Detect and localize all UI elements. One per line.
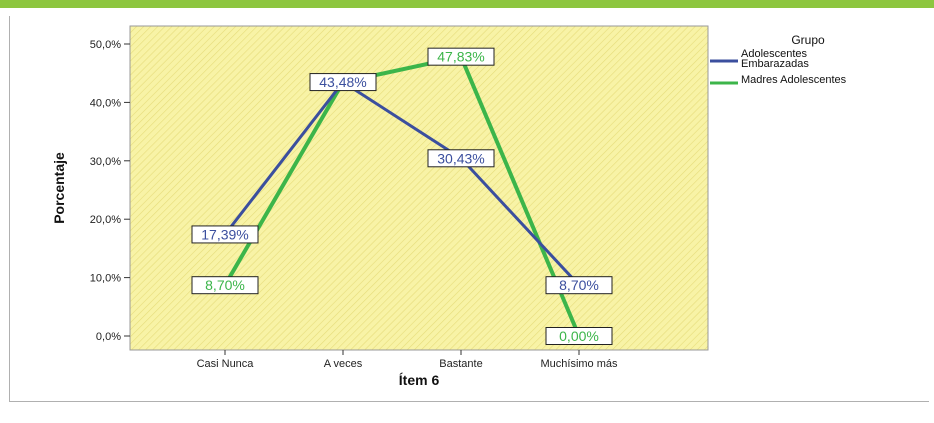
legend: Grupo Adolescentes Embarazadas Madres Adol… <box>710 33 847 86</box>
series-line <box>223 54 581 337</box>
y-tick-label: 50,0% <box>90 39 121 51</box>
data-label: 0,00% <box>545 327 613 345</box>
data-label-text: 30,43% <box>437 150 484 166</box>
data-label-text: 0,00% <box>559 328 599 344</box>
figure-frame <box>9 16 929 402</box>
x-tick-label: A veces <box>324 358 363 370</box>
data-label: 8,70% <box>191 276 259 295</box>
data-label-box <box>309 73 377 92</box>
data-label-box <box>191 225 259 244</box>
y-tick-label: 0,0% <box>96 331 121 343</box>
x-axis-title: Ítem 6 <box>399 372 440 388</box>
y-tick-label: 20,0% <box>90 214 121 226</box>
data-label: 8,70% <box>545 276 613 295</box>
x-tick-label: Bastante <box>439 358 482 370</box>
legend-label: Madres Adolescentes <box>741 74 847 86</box>
x-tick-label: Muchísimo más <box>540 358 618 370</box>
data-label-box <box>191 276 259 295</box>
data-label-box <box>545 276 613 295</box>
data-label: 17,39% <box>191 225 259 244</box>
y-tick-label: 40,0% <box>90 97 121 109</box>
data-label: 47,83% <box>427 47 495 66</box>
y-axis: 0,0% 10,0% 20,0% 30,0% 40,0% 50,0% <box>90 39 130 343</box>
plot-area <box>129 25 709 351</box>
legend-title: Grupo <box>791 33 825 47</box>
y-axis-title: Porcentaje <box>51 152 67 224</box>
data-label-text: 8,70% <box>205 277 245 293</box>
data-label-text: 43,48% <box>319 74 366 90</box>
y-tick-label: 30,0% <box>90 156 121 168</box>
data-label-text: 17,39% <box>201 226 248 242</box>
data-label-box <box>427 149 495 168</box>
data-label: 30,43% <box>427 149 495 168</box>
legend-label: Adolescentes Embarazadas <box>741 48 809 70</box>
y-tick-label: 10,0% <box>90 273 121 285</box>
data-label-text: 47,83% <box>437 49 484 65</box>
x-axis: Casi Nunca A veces Bastante Muchísimo más <box>197 350 618 370</box>
data-label: 43,48% <box>309 73 377 92</box>
series-lines <box>223 54 581 337</box>
data-label-box <box>545 327 613 345</box>
x-tick-label: Casi Nunca <box>197 358 255 370</box>
data-label-text: 8,70% <box>559 277 599 293</box>
data-labels: 17,39% 43,48% 30,43% 8,70% 8,70% 47,83% 0,00% <box>191 47 613 345</box>
top-accent-bar <box>0 0 934 8</box>
series-line <box>223 80 581 287</box>
data-label-box <box>427 47 495 66</box>
